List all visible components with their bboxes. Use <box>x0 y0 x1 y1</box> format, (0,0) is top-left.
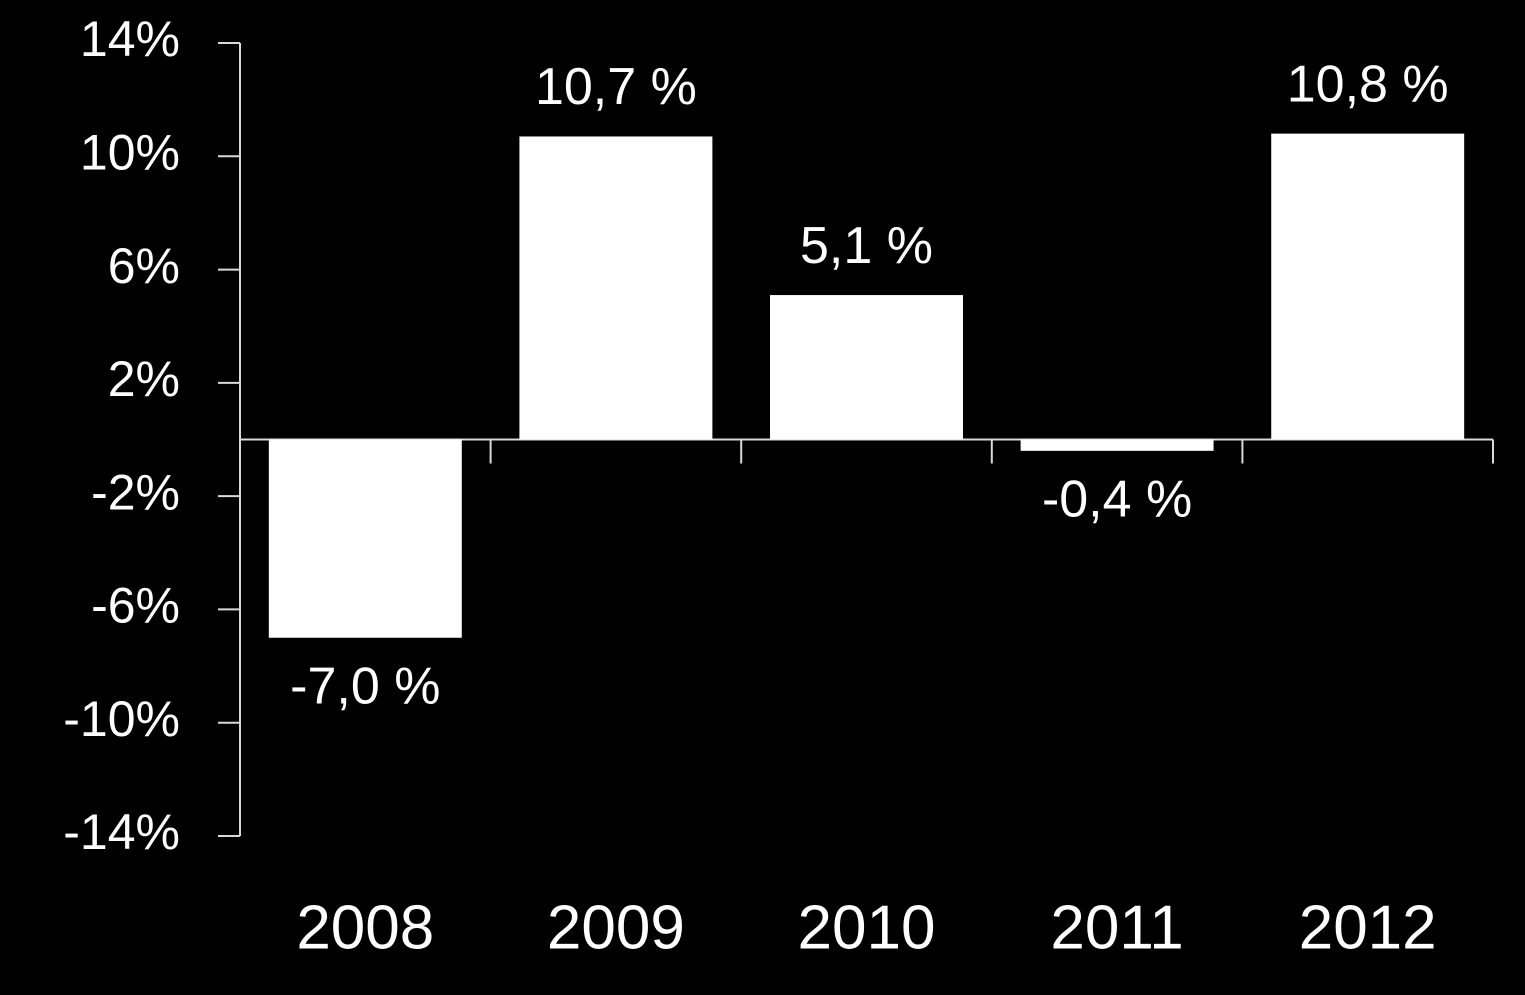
y-tick-label: -2% <box>91 464 180 520</box>
x-tick-label: 2009 <box>547 893 685 962</box>
x-tick-label: 2010 <box>798 893 936 962</box>
x-tick-label: 2008 <box>296 893 434 962</box>
bar <box>268 439 462 638</box>
value-label: 10,8 % <box>1287 55 1449 113</box>
bar <box>770 295 963 440</box>
bar <box>1020 439 1214 451</box>
y-tick-label: -6% <box>91 578 180 634</box>
x-tick-label: 2012 <box>1299 893 1437 962</box>
bar <box>1271 133 1465 440</box>
value-label: 5,1 % <box>800 217 933 275</box>
y-tick-label: 14% <box>80 11 180 67</box>
y-tick-label: -14% <box>63 804 180 860</box>
y-tick-label: 6% <box>108 238 180 294</box>
value-label: 10,7 % <box>535 58 697 116</box>
x-tick-label: 2011 <box>1050 893 1183 962</box>
y-tick-label: 10% <box>80 124 180 180</box>
y-tick-label: 2% <box>108 351 180 407</box>
bar <box>519 136 713 440</box>
y-tick-label: -10% <box>63 691 180 747</box>
value-label: -0,4 % <box>1042 471 1192 529</box>
value-label: -7,0 % <box>290 657 440 715</box>
